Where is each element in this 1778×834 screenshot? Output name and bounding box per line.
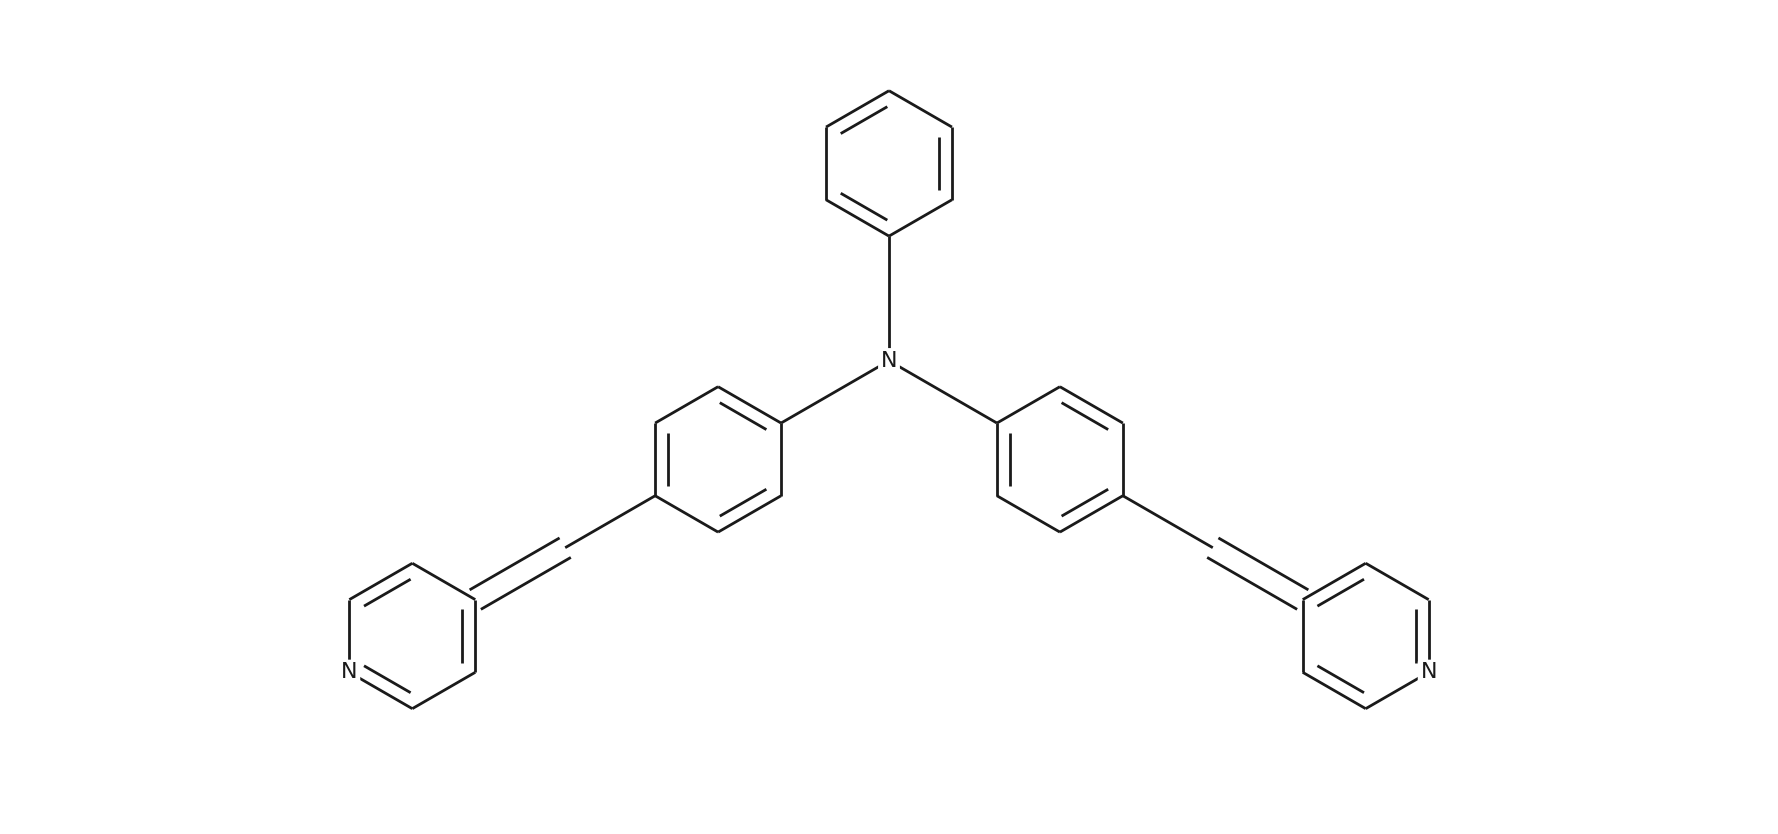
Text: N: N <box>341 662 357 682</box>
Text: N: N <box>1421 662 1437 682</box>
Text: N: N <box>880 351 898 371</box>
